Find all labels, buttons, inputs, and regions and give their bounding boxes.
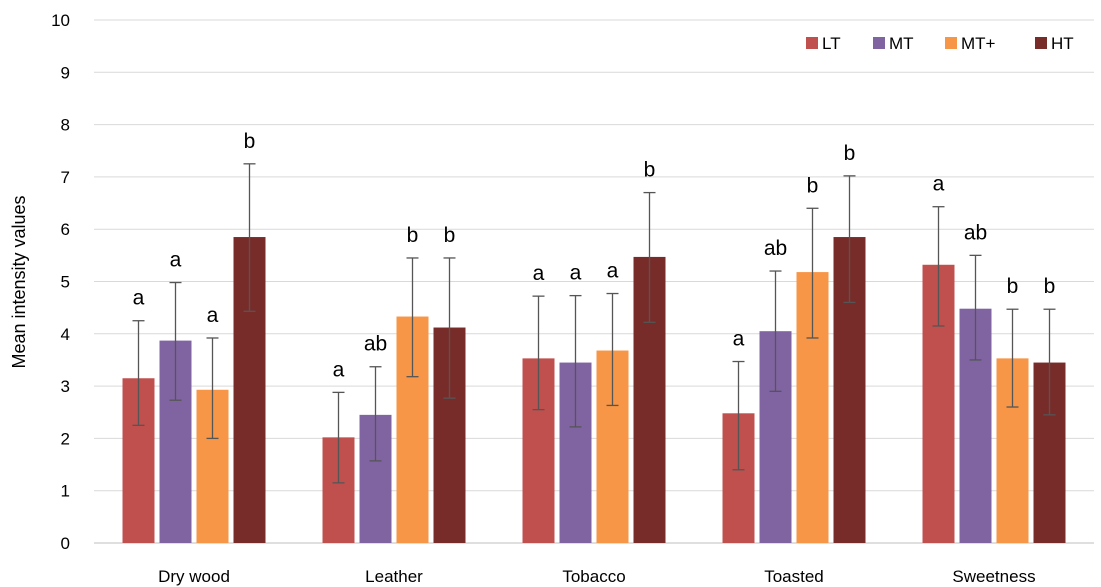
significance-label: ab — [964, 221, 987, 244]
y-tick-label: 5 — [61, 273, 70, 292]
significance-label: a — [933, 173, 945, 196]
error-bar — [132, 320, 145, 426]
y-tick-label: 3 — [61, 377, 70, 396]
legend-swatch — [1035, 37, 1047, 49]
legend: LT MT MT+ HT — [806, 34, 1074, 53]
y-tick-label: 6 — [61, 220, 70, 239]
bars — [122, 237, 1066, 544]
error-bar — [532, 295, 545, 411]
legend-swatch — [806, 37, 818, 49]
x-axis-categories: Dry wood Leather Tobacco Toasted Sweetness — [158, 567, 1035, 586]
y-tick-label: 4 — [61, 325, 70, 344]
legend-item: LT — [806, 34, 841, 53]
y-axis-ticks: 0 1 2 3 4 5 6 7 8 9 10 — [51, 11, 70, 553]
y-tick-label: 0 — [61, 534, 70, 553]
significance-label: a — [133, 287, 145, 310]
significance-label: b — [444, 224, 456, 247]
x-category-label: Tobacco — [562, 567, 625, 586]
error-bar — [332, 391, 345, 484]
significance-label: b — [1044, 275, 1056, 298]
x-category-label: Dry wood — [158, 567, 230, 586]
error-bar — [406, 257, 419, 378]
significance-label: ab — [364, 333, 387, 356]
x-category-label: Leather — [365, 567, 423, 586]
error-bar — [932, 206, 945, 327]
significance-label: a — [570, 262, 582, 285]
error-bar — [606, 292, 619, 407]
legend-item: HT — [1035, 34, 1074, 53]
error-bar — [969, 254, 982, 361]
legend-label: LT — [822, 34, 841, 53]
significance-label: b — [844, 142, 856, 165]
error-bar — [643, 191, 656, 323]
error-bar — [169, 281, 182, 401]
y-tick-label: 1 — [61, 482, 70, 501]
error-bar — [1043, 308, 1056, 416]
legend-swatch — [873, 37, 885, 49]
error-bar — [732, 360, 745, 471]
significance-label: b — [807, 174, 819, 197]
legend-label: HT — [1051, 34, 1074, 53]
error-bar — [206, 337, 219, 440]
y-tick-label: 10 — [51, 11, 70, 30]
significance-label: a — [733, 328, 745, 351]
legend-item: MT — [873, 34, 914, 53]
significance-label: a — [207, 304, 219, 327]
error-bars — [132, 163, 1056, 484]
error-bar — [369, 366, 382, 462]
error-bar — [806, 207, 819, 339]
error-bar — [769, 270, 782, 392]
error-bar — [843, 175, 856, 304]
significance-label: b — [1007, 275, 1019, 298]
significance-label: a — [333, 358, 345, 381]
significance-label: b — [244, 130, 256, 153]
x-category-label: Sweetness — [952, 567, 1035, 586]
error-bar — [443, 257, 456, 399]
significance-label: b — [644, 159, 656, 182]
y-tick-label: 9 — [61, 63, 70, 82]
error-bar — [569, 294, 582, 428]
legend-item: MT+ — [945, 34, 996, 53]
significance-label: a — [607, 260, 619, 283]
significance-label: a — [170, 249, 182, 272]
y-tick-label: 2 — [61, 429, 70, 448]
significance-label: b — [407, 224, 419, 247]
error-bar — [1006, 308, 1019, 408]
significance-label: ab — [764, 237, 787, 260]
legend-label: MT+ — [961, 34, 996, 53]
legend-label: MT — [889, 34, 914, 53]
y-tick-label: 7 — [61, 168, 70, 187]
x-category-label: Toasted — [764, 567, 824, 586]
y-axis-title: Mean intensity values — [9, 195, 29, 368]
error-bar — [243, 163, 256, 312]
significance-label: a — [533, 262, 545, 285]
y-tick-label: 8 — [61, 116, 70, 135]
legend-swatch — [945, 37, 957, 49]
